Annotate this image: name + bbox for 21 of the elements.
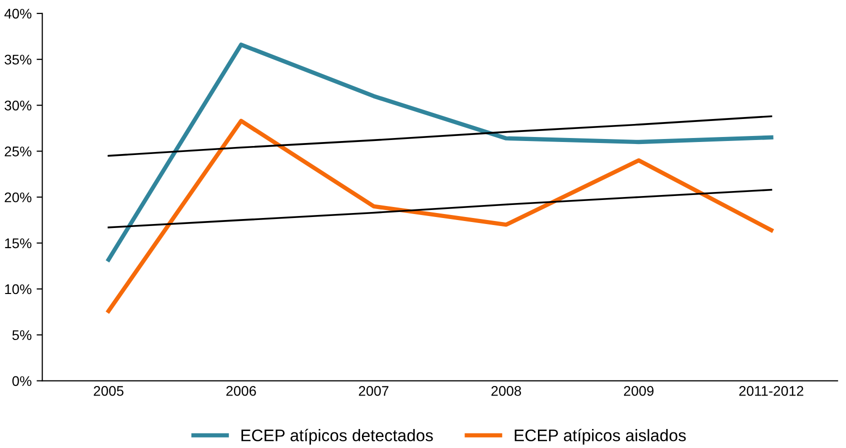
y-tick-label: 25% bbox=[4, 146, 32, 156]
y-tick-label: 35% bbox=[4, 54, 32, 65]
line-series bbox=[106, 118, 774, 314]
y-tick-label: 10% bbox=[5, 284, 32, 294]
x-tick-label: 2008 bbox=[491, 386, 522, 396]
y-tick-label: 30% bbox=[4, 100, 32, 110]
line-series bbox=[108, 188, 772, 228]
x-tick-label: 2009 bbox=[624, 386, 654, 396]
y-tick-label: 20% bbox=[4, 192, 32, 202]
y-tick-label: 40% bbox=[4, 8, 32, 19]
x-tick-label: 2006 bbox=[226, 386, 256, 396]
legend-label: ECEP atípicos detectados bbox=[241, 428, 433, 445]
line-series bbox=[108, 115, 772, 157]
y-tick-label: 0% bbox=[12, 376, 32, 386]
line-series bbox=[106, 42, 774, 262]
y-tick-label: 15% bbox=[5, 238, 32, 248]
x-tick-label: 2011-2012 bbox=[739, 386, 804, 396]
legend-label: ECEP atípicos aislados bbox=[514, 428, 686, 445]
x-tick-label: 2005 bbox=[94, 386, 124, 396]
y-tick-label: 5% bbox=[12, 330, 32, 340]
x-tick-label: 2007 bbox=[358, 386, 388, 396]
